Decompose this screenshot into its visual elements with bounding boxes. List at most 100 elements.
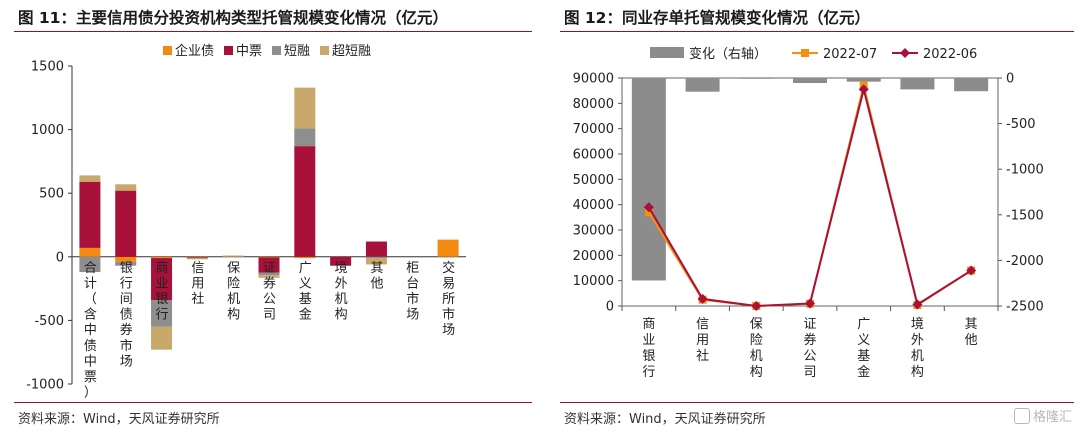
left-legend-swatch [272, 46, 281, 55]
left-x-category-label: 银行间债券市场 [120, 261, 133, 370]
left-bar-segment [115, 256, 137, 262]
right-line-2022-06-point [912, 299, 923, 310]
right-change-bar [631, 78, 666, 281]
left-bar-segment [437, 239, 459, 257]
left-source-note: 资料来源：Wind，天风证券研究所 [18, 412, 220, 427]
right-left-y-tick-label: 10000 [573, 274, 614, 289]
left-bar-segment [79, 175, 101, 182]
right-line-2022-06-point [697, 293, 708, 304]
right-x-category-label: 信用社 [696, 317, 709, 364]
right-right-y-tick-label: -1500 [1006, 208, 1044, 223]
left-legend-swatch [163, 46, 172, 55]
right-right-y-tick-label: -2000 [1006, 254, 1044, 269]
left-y-tick-label: 500 [39, 187, 64, 202]
left-bar-segment [365, 241, 387, 257]
right-plot-frame [621, 77, 999, 307]
left-legend-label: 超短融 [332, 44, 371, 59]
right-left-y-tick-label: 80000 [573, 97, 614, 112]
left-source-rule [14, 402, 532, 403]
watermark-text: 格隆汇 [1032, 410, 1072, 425]
left-bar-segment [151, 326, 173, 350]
left-y-tick-label: -500 [34, 314, 64, 329]
right-change-bar [793, 78, 827, 84]
left-bar-segment [115, 261, 137, 266]
right-title-rule [560, 31, 1074, 32]
right-line-2022-06-point [643, 202, 654, 213]
left-bar-segment [294, 146, 316, 257]
left-bar-segment [79, 181, 101, 248]
left-x-category-label: 境外机构 [335, 261, 348, 323]
left-bar-segment [115, 190, 137, 257]
right-left-y-tick-label: 50000 [573, 173, 614, 188]
right-legend-marker-2022-07 [801, 49, 809, 57]
left-bar-segment [294, 256, 316, 259]
right-legend-label-2022-06: 2022-06 [923, 47, 977, 62]
left-x-category-label: 保险机构 [227, 261, 240, 323]
left-x-category-label: 柜台市场 [406, 261, 419, 323]
left-bar-segment [330, 256, 352, 266]
left-bar-segment [79, 247, 101, 257]
right-legend-label-2022-07: 2022-07 [823, 47, 877, 62]
left-figure-title: 图 11：主要信用债分投资机构类型托管规模变化情况（亿元） [18, 9, 448, 27]
left-legend-swatch [224, 46, 233, 55]
right-legend-swatch-change [650, 47, 684, 58]
left-legend-swatch [320, 46, 329, 55]
right-left-y-tick-label: 60000 [573, 148, 614, 163]
left-x-category-label: 信用社 [191, 261, 204, 307]
right-change-bar [954, 78, 989, 92]
left-bar-segment [186, 258, 208, 260]
right-line-2022-06-point [858, 84, 869, 95]
right-x-category-label: 证券公司 [803, 317, 816, 380]
right-x-category-label: 境外机构 [911, 317, 924, 380]
right-left-y-tick-label: 20000 [573, 249, 614, 264]
left-bar-segment [294, 87, 316, 129]
right-line-2022-06-point [751, 301, 762, 311]
left-bar-segment [151, 256, 173, 259]
right-figure-title: 图 12：同业存单托管规模变化情况（亿元） [564, 9, 870, 27]
right-line-2022-06-point [805, 298, 815, 309]
right-x-category-label: 其他 [965, 317, 978, 348]
right-left-y-tick-label: 70000 [573, 122, 614, 137]
left-bar-segment [115, 184, 137, 191]
left-y-tick-label: 0 [56, 250, 64, 265]
right-source-rule [560, 402, 1074, 403]
left-figure-panel: 图 11：主要信用债分投资机构类型托管规模变化情况（亿元） -1000 -500 0… [0, 0, 538, 433]
left-bar-segment [79, 256, 101, 273]
right-line-2022-07-point [644, 208, 653, 217]
left-bar-segment [151, 258, 173, 301]
left-x-category-label: 证券公司 [263, 261, 276, 323]
right-combo-chart: 0 10000 20000 30000 40000 50000 60000 70000 8000… [573, 46, 1044, 380]
right-right-y-tick-label: -2500 [1006, 300, 1044, 315]
right-right-y-tick-label: -500 [1006, 117, 1036, 132]
right-line-2022-07 [648, 85, 972, 308]
left-legend-label: 中票 [236, 44, 262, 59]
right-legend-label-change: 变化（右轴） [689, 46, 767, 62]
left-y-tick-label: -1000 [26, 378, 64, 393]
right-right-y-tick-label: -1000 [1006, 163, 1044, 178]
right-source-note: 资料来源：Wind，天风证券研究所 [564, 412, 766, 427]
left-bar-segment [186, 258, 208, 259]
left-stacked-bar-chart: -1000 -500 0 500 1000 1500 合计（含中债中票） 银行间债券市场 商业银… [26, 43, 466, 400]
right-change-bar [846, 78, 881, 82]
right-right-y-tick-label: 0 [1006, 72, 1014, 87]
left-x-category-label: 合计（含中债中票） [84, 261, 97, 400]
left-bar-segment [151, 300, 173, 327]
left-x-category-label: 商业银行 [156, 261, 169, 323]
left-bar-segment [258, 272, 280, 276]
right-change-bar [900, 78, 935, 90]
left-bar-segment [294, 128, 316, 147]
left-x-category-label: 交易所市场 [442, 260, 455, 338]
right-line-2022-06-point [966, 265, 977, 276]
right-legend-marker-2022-06 [900, 48, 910, 58]
right-left-y-tick-label: 40000 [573, 198, 614, 213]
left-bar-segment [186, 256, 208, 258]
right-line-2022-06 [647, 89, 972, 308]
left-bar-segment [365, 256, 387, 259]
left-bar-segment [258, 275, 280, 278]
left-bar-segment [186, 257, 208, 259]
left-x-category-label: 广义基金 [299, 261, 312, 323]
right-x-category-label: 保险机构 [750, 317, 763, 380]
left-y-tick-label: 1000 [31, 123, 64, 138]
left-y-tick-label: 1500 [31, 60, 64, 75]
left-bar-segment [365, 258, 387, 265]
